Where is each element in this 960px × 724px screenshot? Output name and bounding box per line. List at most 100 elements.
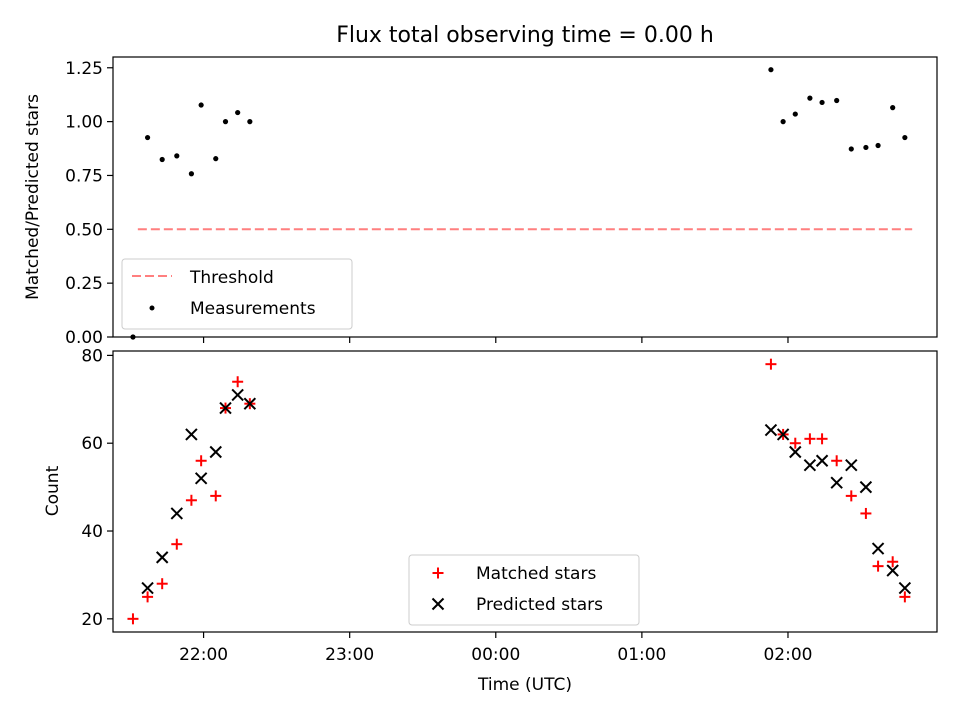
measurement-point [159, 156, 165, 163]
predicted-star-point-b [209, 445, 222, 459]
measurement-point [890, 105, 896, 111]
measurement-point [819, 99, 825, 106]
predicted-star-point-b [830, 476, 843, 489]
predicted-star-point [764, 423, 778, 437]
matched-star-point [899, 591, 911, 603]
top-panel: Matched/Predicted stars 0.00 0.25 0.50 0.75… [23, 56, 938, 348]
top-plot-frame [112, 56, 938, 338]
x-tick-label: 23:00 [325, 645, 374, 665]
legend-matched-label: Matched stars [476, 564, 596, 584]
measurement-point [792, 111, 798, 117]
measurement-point [902, 134, 908, 141]
top-x-ticks [202, 337, 789, 343]
predicted-star-point-b [886, 564, 899, 577]
measurement-point [834, 97, 840, 104]
matched-star-point [789, 437, 801, 449]
predicted-star-point-b [219, 401, 232, 415]
chart-title: Flux total observing time = 0.00 h [336, 23, 714, 48]
predicted-star-point [194, 472, 208, 485]
predicted-star-point-b [155, 551, 169, 564]
bottom-y-tick-label: 80 [81, 346, 103, 366]
predicted-star-point [871, 542, 885, 555]
top-legend: Threshold Measurements [121, 258, 353, 330]
measurement-point [863, 144, 869, 151]
bottom-legend-box [408, 554, 640, 626]
matched-star-point [887, 556, 899, 568]
measurement-point [188, 171, 195, 177]
top-legend-box [121, 258, 353, 330]
predicted-star-point-b [243, 397, 257, 410]
measurement-point [213, 156, 219, 162]
measurement-point [130, 334, 136, 340]
predicted-star-point-b [141, 581, 154, 595]
legend-matched-marker [432, 567, 444, 579]
predicted-star-point [219, 401, 232, 415]
legend-predicted-label: Predicted stars [476, 595, 603, 615]
measurement-point [222, 119, 229, 125]
predicted-star-point-b [845, 458, 858, 472]
measurement-point [848, 146, 854, 152]
predicted-star-point [830, 476, 843, 489]
predicted-star-point [141, 581, 154, 595]
predicted-star-point-b [815, 454, 829, 467]
x-axis-label: Time (UTC) [477, 675, 572, 695]
predicted-star-point-b [231, 388, 244, 402]
matched-star-point [804, 433, 816, 445]
matched-star-point [765, 358, 777, 370]
matched-star-point [210, 490, 222, 502]
matched-star-point [127, 613, 139, 625]
legend-measurements-swatch [149, 305, 155, 311]
predicted-star-point [776, 428, 790, 441]
bottom-y-tick-label: 60 [81, 434, 103, 454]
predicted-star-point-b [170, 507, 184, 520]
predicted-star-point-b [764, 423, 778, 437]
matched-star-point [142, 591, 154, 603]
predicted-star-point [886, 564, 899, 577]
predicted-star-point [803, 458, 817, 472]
bottom-plot-frame [112, 350, 938, 633]
bottom-y-ticks: 20 40 60 80 [81, 346, 113, 630]
predicted-star-point-b [871, 542, 885, 555]
predicted-star-point-b [803, 458, 817, 472]
matched-star-point [860, 507, 872, 519]
predicted-star-point-b [789, 445, 802, 459]
top-y-tick-label: 0.25 [65, 274, 103, 294]
predicted-star-point [209, 445, 222, 459]
measurement-point [247, 119, 253, 125]
predicted-star-point-b [776, 428, 790, 441]
legend-threshold-label: Threshold [189, 268, 274, 288]
matched-star-point [845, 490, 857, 502]
predicted-star-point [789, 445, 802, 459]
legend-predicted-marker-b [431, 597, 445, 611]
bottom-y-tick-label: 40 [81, 522, 103, 542]
predicted-star-point [815, 454, 829, 467]
legend-measurements-label: Measurements [190, 299, 316, 319]
matched-star-point [195, 455, 207, 467]
matched-star-point [872, 560, 884, 572]
predicted-star-point [898, 581, 912, 595]
bottom-marks [127, 358, 912, 625]
matched-star-point [171, 538, 183, 550]
x-tick-label: 02:00 [763, 645, 812, 665]
top-y-tick-label: 1.00 [65, 113, 103, 133]
predicted-star-point [859, 480, 873, 494]
bottom-y-tick-label: 20 [81, 610, 103, 630]
matched-star-point [156, 578, 168, 590]
top-y-tick-label: 0.50 [65, 220, 103, 240]
x-tick-label: 01:00 [617, 645, 666, 665]
top-y-tick-label: 0.75 [65, 166, 103, 186]
legend-predicted-marker [431, 597, 445, 611]
matched-star-point [831, 455, 843, 467]
bottom-x-ticks: 22:00 23:00 00:00 01:00 02:00 [179, 632, 812, 665]
measurement-point [807, 95, 813, 101]
measurement-point [768, 67, 774, 73]
predicted-star-point-b [185, 428, 198, 441]
x-tick-label: 00:00 [471, 645, 520, 665]
predicted-star-point [243, 397, 257, 410]
measurement-point [174, 153, 180, 159]
measurement-point [235, 109, 241, 116]
predicted-star-point-b [859, 480, 873, 494]
x-tick-label: 22:00 [179, 645, 228, 665]
matched-star-point [185, 494, 197, 506]
